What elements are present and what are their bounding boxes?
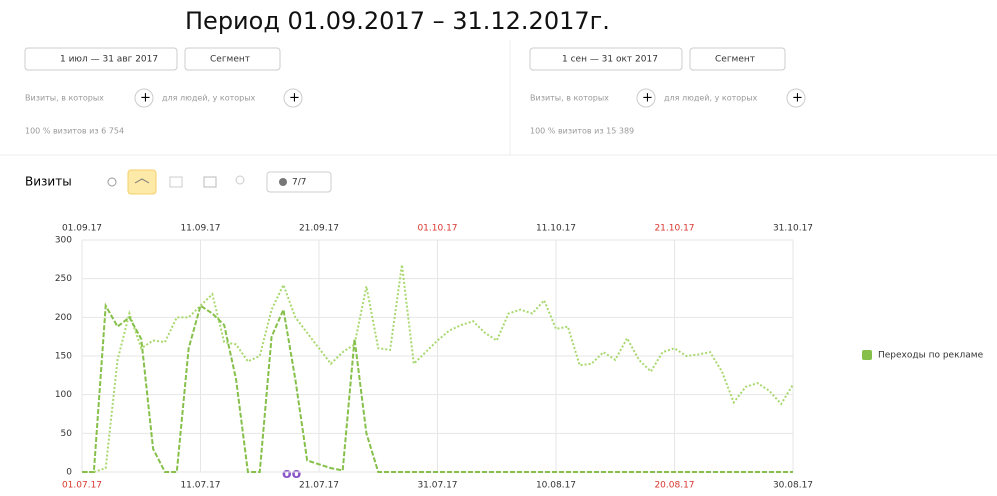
icon — [279, 178, 287, 186]
share-label: 100 % визитов из 15 389 — [530, 127, 634, 136]
series-line — [82, 302, 793, 473]
panel: 1 июл — 31 авг 2017 Сегмент Визиты, в ко… — [24, 47, 303, 136]
filter-label: Визиты, в которых — [25, 94, 104, 103]
x-tick-label: 30.08.17 — [773, 481, 813, 491]
panel: 1 сен — 31 окт 2017 Сегмент Визиты, в ко… — [529, 47, 806, 136]
share-label: 100 % визитов из 6 754 — [25, 127, 124, 136]
date-button[interactable] — [529, 47, 683, 71]
date-label: 1 сен — 31 окт 2017 — [562, 55, 658, 65]
toolbar: Визиты 7/7 — [25, 169, 332, 195]
add-button[interactable] — [786, 88, 806, 108]
x-tick-label: 31.10.17 — [773, 224, 813, 234]
annotation-icon[interactable]: oo — [282, 466, 302, 482]
x-tick-label: 11.10.17 — [536, 224, 576, 234]
x-tick-label: 01.10.17 — [417, 224, 457, 234]
date-label: 1 июл — 31 авг 2017 — [60, 55, 158, 65]
x-tick-label: 21.09.17 — [299, 224, 339, 234]
legend-swatch[interactable] — [862, 350, 872, 360]
y-tick-label: 250 — [55, 274, 72, 284]
x-tick-label: 21.10.17 — [654, 224, 694, 234]
add-button[interactable] — [134, 88, 154, 108]
date-button[interactable] — [24, 47, 178, 71]
plus-icon: + — [289, 91, 300, 106]
add-button[interactable] — [636, 88, 656, 108]
y-tick-label: 300 — [55, 236, 72, 246]
x-tick-label: 11.09.17 — [180, 224, 220, 234]
plus-icon: + — [642, 91, 653, 106]
legend-label: Переходы по рекламе — [878, 351, 984, 361]
segment-label: Сегмент — [210, 55, 250, 65]
line-chart-button[interactable] — [127, 169, 157, 195]
x-tick-label: 21.07.17 — [299, 481, 339, 491]
x-tick-label: 01.07.17 — [62, 481, 102, 491]
plus-icon: + — [792, 91, 803, 106]
icon[interactable] — [235, 175, 245, 185]
icon[interactable] — [203, 176, 217, 188]
y-tick-label: 200 — [55, 313, 72, 323]
series-button[interactable] — [266, 171, 332, 193]
y-tick-label: 50 — [61, 429, 73, 439]
icon — [134, 178, 150, 184]
counter-label: 7/7 — [292, 178, 306, 188]
segment-label: Сегмент — [715, 55, 755, 65]
segment-button[interactable] — [184, 47, 281, 71]
x-tick-label: 01.09.17 — [62, 224, 102, 234]
x-tick-label: 10.08.17 — [536, 481, 576, 491]
metric-label: Визиты — [25, 175, 72, 189]
icon[interactable] — [169, 176, 183, 188]
filter-label: для людей, у которых — [162, 94, 256, 103]
segment-button[interactable] — [689, 47, 786, 71]
x-tick-label: 31.07.17 — [417, 481, 457, 491]
y-tick-label: 0 — [66, 468, 72, 478]
page-title: Период 01.09.2017 – 31.12.2017г. — [185, 7, 610, 35]
filter-label: для людей, у которых — [664, 94, 758, 103]
y-tick-label: 100 — [55, 390, 72, 400]
y-tick-label: 150 — [55, 352, 72, 362]
plus-icon: + — [140, 91, 151, 106]
x-tick-label: 11.07.17 — [180, 481, 220, 491]
x-tick-label: 20.08.17 — [654, 481, 694, 491]
add-button[interactable] — [283, 88, 303, 108]
icon[interactable] — [107, 177, 117, 187]
filter-label: Визиты, в которых — [530, 94, 609, 103]
